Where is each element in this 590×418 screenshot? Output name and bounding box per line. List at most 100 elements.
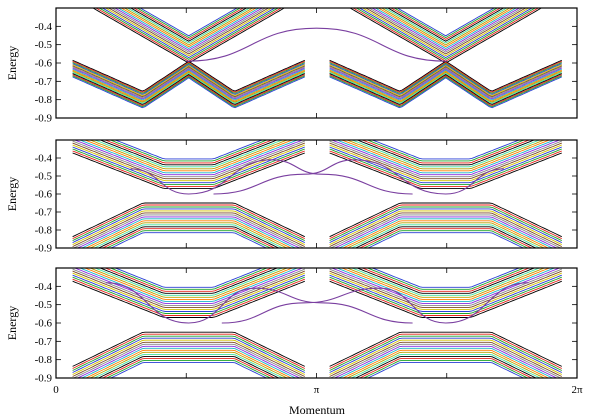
- x-tick-label: π: [314, 384, 320, 396]
- bulk-band-lower-0-14: [72, 75, 305, 108]
- bulk-band-lower-0-13: [101, 357, 276, 378]
- bulk-band-upper-1-13: [361, 268, 531, 292]
- bulk-band-upper-1-15: [371, 140, 521, 160]
- bulk-band-lower-0-8: [80, 347, 297, 378]
- bulk-band-upper-1-5: [329, 270, 562, 308]
- bulk-band-upper-1-10: [345, 268, 546, 298]
- bulk-band-upper-1-15: [396, 8, 495, 37]
- bulk-band-lower-0-5: [72, 341, 305, 377]
- bulk-band-lower-1-8: [329, 68, 562, 101]
- bulk-band-upper-0-13: [104, 140, 274, 164]
- bulk-band-upper-0-5: [107, 8, 270, 55]
- bulk-band-upper-0-11: [93, 268, 284, 296]
- bulk-band-lower-0-5: [72, 212, 305, 248]
- bulk-band-lower-0-4: [72, 339, 305, 375]
- bulk-band-lower-1-14: [362, 359, 529, 378]
- x-axis-label: Momentum: [289, 403, 346, 417]
- bulk-band-lower-0-1: [72, 204, 305, 240]
- bulk-band-upper-1-9: [340, 268, 551, 300]
- bulk-band-upper-1-10: [345, 140, 546, 170]
- bulk-band-upper-0-2: [98, 8, 279, 60]
- bulk-band-lower-0-10: [89, 351, 289, 378]
- bulk-band-lower-0-4: [72, 64, 305, 96]
- bulk-band-lower-1-12: [329, 73, 562, 105]
- bulk-band-lower-0-9: [85, 349, 293, 378]
- bulk-band-lower-0-8: [80, 218, 297, 248]
- bulk-band-upper-0-5: [72, 270, 305, 308]
- bulk-band-upper-0-8: [78, 140, 299, 174]
- bulk-band-upper-1-0: [329, 152, 562, 190]
- bulk-band-lower-0-11: [72, 72, 305, 104]
- bulk-band-lower-1-14: [329, 75, 562, 108]
- bulk-band-lower-0-3: [72, 63, 305, 95]
- bulk-band-upper-0-3: [72, 146, 305, 184]
- bulk-band-upper-1-5: [329, 142, 562, 180]
- y-tick-label: -0.4: [35, 281, 53, 293]
- y-tick-label: -0.8: [35, 354, 53, 366]
- bulk-band-upper-0-15: [114, 268, 264, 288]
- bulk-band-upper-1-8: [335, 268, 556, 302]
- bulk-band-lower-0-7: [72, 67, 305, 100]
- bulk-band-lower-1-6: [329, 214, 562, 248]
- bulk-band-lower-1-6: [329, 66, 562, 99]
- y-tick-label: -0.4: [35, 153, 53, 165]
- bulk-band-upper-0-3: [101, 8, 276, 59]
- y-tick-label: -0.9: [35, 243, 53, 255]
- bulk-band-lower-1-5: [329, 65, 562, 98]
- bulk-band-upper-1-4: [329, 144, 562, 182]
- bulk-band-lower-0-14: [105, 230, 272, 248]
- bulk-band-upper-0-2: [72, 148, 305, 186]
- bulk-band-lower-1-12: [354, 226, 537, 248]
- bulk-band-lower-1-1: [329, 204, 562, 240]
- bulk-band-upper-0-13: [133, 8, 245, 40]
- bulk-band-upper-0-4: [104, 8, 273, 57]
- bulk-band-upper-0-10: [123, 8, 254, 46]
- edge-state-line-0: [130, 159, 413, 195]
- edge-state-line-0: [105, 282, 413, 324]
- bulk-band-upper-1-12: [386, 8, 505, 42]
- bulk-band-upper-1-1: [329, 278, 562, 316]
- bulk-band-upper-0-5: [72, 142, 305, 180]
- bulk-band-upper-0-0: [72, 152, 305, 190]
- bulk-band-upper-1-6: [329, 268, 562, 306]
- y-axis-label: Energy: [5, 306, 19, 340]
- bulk-band-lower-1-13: [358, 228, 533, 248]
- bulk-band-upper-1-3: [329, 274, 562, 312]
- bulk-band-upper-0-14: [136, 8, 242, 39]
- bulk-band-upper-0-15: [114, 140, 264, 160]
- bulk-band-upper-0-12: [99, 140, 279, 166]
- bulk-band-lower-0-14: [105, 359, 272, 378]
- bulk-band-upper-1-12: [356, 140, 536, 166]
- bulk-band-lower-0-3: [72, 337, 305, 373]
- bulk-band-lower-1-2: [329, 62, 562, 94]
- bulk-band-upper-0-7: [114, 8, 264, 51]
- bulk-band-lower-1-7: [333, 216, 558, 248]
- y-axis-label: Energy: [5, 46, 19, 80]
- bulk-band-lower-1-8: [337, 347, 554, 378]
- bulk-band-lower-1-13: [329, 74, 562, 106]
- bulk-band-lower-0-0: [72, 202, 305, 238]
- bulk-band-upper-1-0: [329, 280, 562, 318]
- x-tick-label: 2π: [571, 384, 583, 396]
- bulk-band-lower-1-3: [329, 208, 562, 244]
- bulk-band-upper-1-11: [350, 268, 541, 296]
- bulk-band-upper-1-5: [364, 8, 527, 55]
- bulk-band-lower-0-9: [85, 220, 293, 248]
- bulk-band-upper-0-11: [93, 140, 284, 168]
- bulk-band-upper-0-13: [104, 268, 274, 292]
- bulk-band-lower-1-11: [350, 224, 542, 248]
- bulk-band-upper-1-9: [340, 140, 551, 172]
- bulk-band-lower-0-11: [93, 353, 284, 378]
- bulk-band-lower-1-7: [329, 67, 562, 100]
- bulk-band-upper-0-12: [98, 268, 279, 294]
- bulk-band-upper-0-3: [72, 274, 305, 312]
- y-tick-label: -0.5: [35, 299, 53, 311]
- bulk-band-upper-1-14: [393, 8, 499, 39]
- bulk-band-upper-0-8: [117, 8, 260, 50]
- bulk-band-lower-0-7: [76, 216, 301, 248]
- x-tick-label: 0: [53, 384, 59, 396]
- bulk-band-upper-0-2: [72, 276, 305, 314]
- bulk-band-lower-1-13: [358, 357, 533, 378]
- bulk-band-lower-0-2: [72, 335, 305, 371]
- plot-area: [72, 140, 562, 248]
